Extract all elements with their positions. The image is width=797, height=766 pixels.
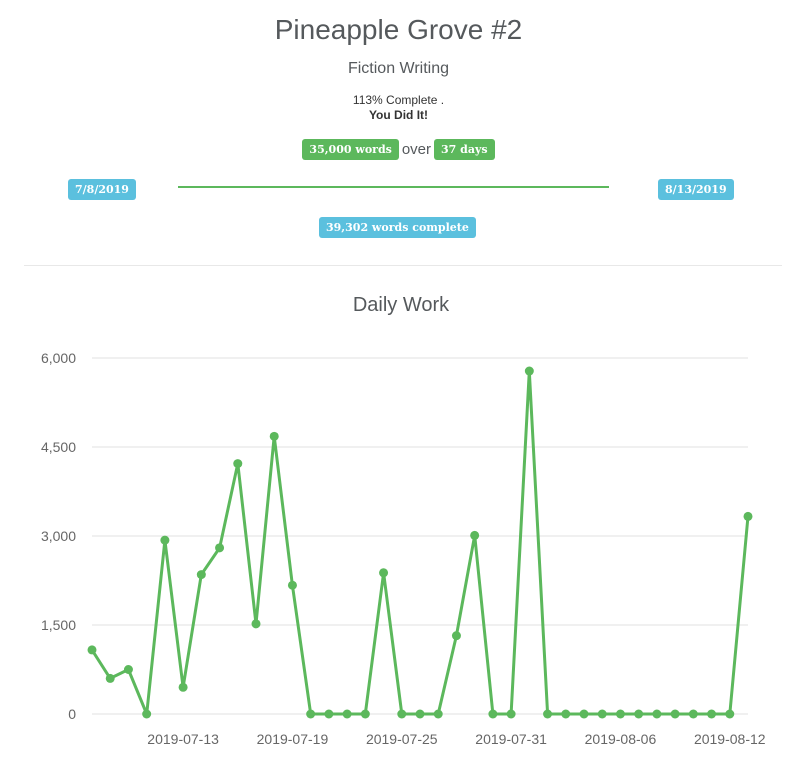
grid-lines <box>92 357 748 715</box>
data-point[interactable] <box>306 709 316 719</box>
data-point[interactable] <box>233 459 243 469</box>
data-point[interactable] <box>287 580 297 590</box>
data-point[interactable] <box>579 709 589 719</box>
start-date-badge: 7/8/2019 <box>68 179 136 200</box>
data-point[interactable] <box>433 709 443 719</box>
data-point[interactable] <box>634 709 644 719</box>
x-tick-label: 2019-07-13 <box>147 731 219 747</box>
end-date-badge: 8/13/2019 <box>658 179 734 200</box>
data-point[interactable] <box>269 431 279 441</box>
data-point[interactable] <box>360 709 370 719</box>
x-tick-label: 2019-08-06 <box>585 731 657 747</box>
y-tick-label: 3,000 <box>41 528 76 544</box>
data-point[interactable] <box>215 543 225 553</box>
data-point[interactable] <box>342 709 352 719</box>
goal-row: 35,000 words over 37 days <box>0 139 797 160</box>
data-point[interactable] <box>688 709 698 719</box>
x-axis-ticks: 2019-07-13 2019-07-19 2019-07-25 2019-07-31… <box>147 731 765 747</box>
data-point[interactable] <box>160 535 170 545</box>
project-title: Pineapple Grove #2 <box>274 14 523 45</box>
words-complete-badge: 39,302 words complete <box>319 217 476 238</box>
data-point[interactable] <box>415 709 425 719</box>
project-category: Fiction Writing <box>347 60 450 77</box>
x-tick-label: 2019-07-25 <box>366 731 438 747</box>
data-point[interactable] <box>615 709 625 719</box>
data-point[interactable] <box>123 665 133 674</box>
y-axis-ticks: 0 1,500 3,000 4,500 6,000 <box>41 350 76 722</box>
series-line <box>90 369 750 716</box>
over-label: over <box>401 141 432 158</box>
data-point[interactable] <box>543 709 553 719</box>
data-point[interactable] <box>470 530 480 540</box>
section-divider <box>24 265 782 266</box>
progress-summary: 113% Complete . You Did It! <box>0 93 797 123</box>
data-point[interactable] <box>743 511 753 521</box>
goal-days-badge: 37 days <box>434 139 495 160</box>
data-point[interactable] <box>251 619 261 629</box>
data-point[interactable] <box>379 568 389 578</box>
chart-title: Daily Work <box>353 294 450 316</box>
goal-words-badge: 35,000 words <box>302 139 399 160</box>
data-point[interactable] <box>524 366 534 376</box>
data-point[interactable] <box>561 709 571 719</box>
daily-work-chart: Daily Work 0 1,500 3,000 4,500 6,000 2019-07… <box>41 294 766 747</box>
data-point[interactable] <box>324 709 334 719</box>
data-point[interactable] <box>506 709 516 719</box>
data-point[interactable] <box>397 709 407 719</box>
percent-complete: 113% Complete . <box>352 93 445 107</box>
x-tick-label: 2019-08-12 <box>694 731 766 747</box>
data-point[interactable] <box>196 570 206 580</box>
timeline-bar <box>178 186 609 188</box>
y-tick-label: 0 <box>68 706 76 722</box>
data-point[interactable] <box>451 631 461 641</box>
data-point[interactable] <box>670 709 680 719</box>
completion-status: You Did It! <box>368 108 429 122</box>
y-tick-label: 6,000 <box>41 350 76 366</box>
y-tick-label: 1,500 <box>41 617 76 633</box>
y-tick-label: 4,500 <box>41 439 76 455</box>
data-point[interactable] <box>142 709 152 719</box>
data-point[interactable] <box>178 682 188 692</box>
data-point[interactable] <box>488 709 498 719</box>
data-point[interactable] <box>707 709 717 719</box>
x-tick-label: 2019-07-31 <box>475 731 547 747</box>
x-tick-label: 2019-07-19 <box>257 731 329 747</box>
data-point[interactable] <box>105 673 115 683</box>
data-point[interactable] <box>725 709 735 719</box>
data-point[interactable] <box>87 645 97 655</box>
data-point[interactable] <box>652 709 662 719</box>
data-points <box>87 366 753 719</box>
data-point[interactable] <box>597 709 607 719</box>
